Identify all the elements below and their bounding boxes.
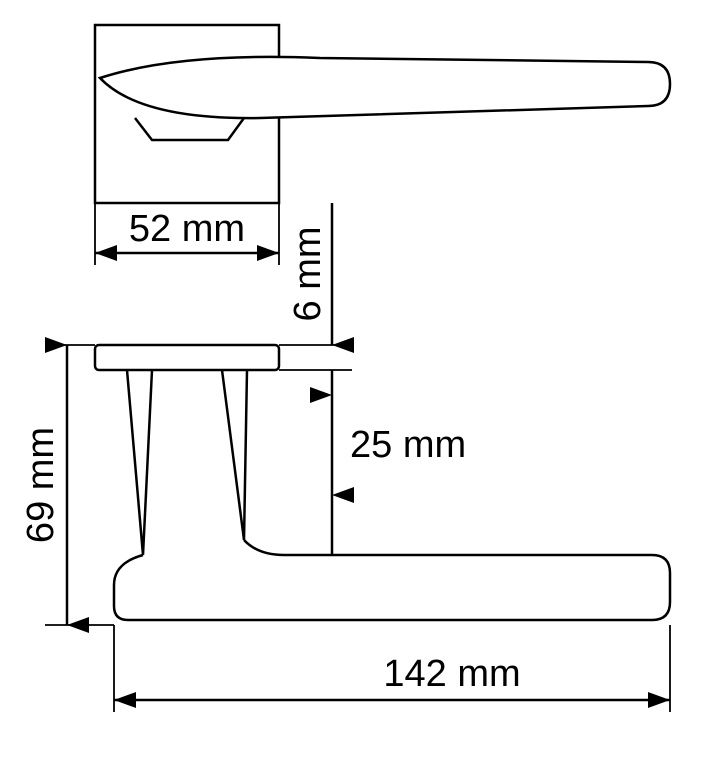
sideview-spindle-1 [127,370,152,555]
dim6-label: 6 mm [287,227,329,322]
dim142-label: 142 mm [383,653,520,695]
dim25-label: 25 mm [350,424,466,466]
dim69-label: 69 mm [20,427,62,543]
sideview-spindle-2 [222,370,247,540]
dim52-label: 52 mm [129,208,245,250]
sideview-plate [95,345,279,370]
sideview-lever [114,540,670,620]
topview-lever [100,57,670,118]
topview-neck [135,118,244,140]
